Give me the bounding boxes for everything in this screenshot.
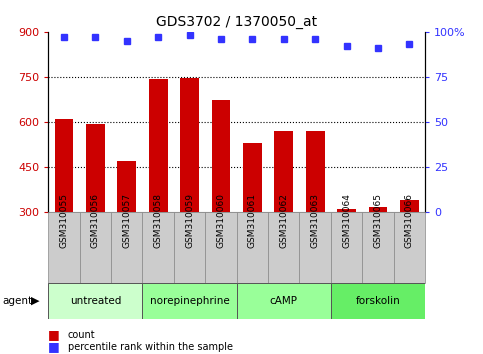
Bar (362, 212, 394, 283)
Bar (142, 283, 237, 319)
Bar (86, 124, 105, 212)
Text: forskolin: forskolin (355, 296, 400, 306)
Text: GSM310057: GSM310057 (122, 193, 131, 248)
Text: GSM310065: GSM310065 (373, 193, 383, 248)
Text: GSM310055: GSM310055 (59, 193, 69, 248)
Text: count: count (68, 330, 95, 339)
Bar (274, 131, 293, 212)
Bar (337, 210, 356, 212)
Bar (111, 212, 142, 283)
Bar (299, 212, 331, 283)
Bar (331, 212, 362, 283)
Bar (394, 212, 425, 283)
Bar (331, 283, 425, 319)
Bar (55, 119, 73, 212)
Text: ■: ■ (48, 328, 60, 341)
Bar (48, 212, 80, 283)
Text: ■: ■ (48, 341, 60, 353)
Bar (306, 131, 325, 212)
Bar (149, 79, 168, 212)
Text: cAMP: cAMP (270, 296, 298, 306)
Text: GSM310064: GSM310064 (342, 193, 351, 248)
Bar (117, 161, 136, 212)
Text: GSM310066: GSM310066 (405, 193, 414, 248)
Bar (237, 283, 331, 319)
Text: GSM310059: GSM310059 (185, 193, 194, 248)
Bar (48, 283, 142, 319)
Text: untreated: untreated (70, 296, 121, 306)
Bar (174, 212, 205, 283)
Text: agent: agent (2, 296, 32, 306)
Bar (180, 78, 199, 212)
Text: GSM310063: GSM310063 (311, 193, 320, 248)
Bar (369, 207, 387, 212)
Bar (400, 200, 419, 212)
Bar (212, 99, 230, 212)
Text: GSM310062: GSM310062 (279, 193, 288, 248)
Text: GSM310058: GSM310058 (154, 193, 163, 248)
Bar (205, 212, 237, 283)
Title: GDS3702 / 1370050_at: GDS3702 / 1370050_at (156, 16, 317, 29)
Bar (237, 212, 268, 283)
Bar (268, 212, 299, 283)
Text: GSM310061: GSM310061 (248, 193, 257, 248)
Bar (243, 143, 262, 212)
Bar (80, 212, 111, 283)
Text: percentile rank within the sample: percentile rank within the sample (68, 342, 233, 352)
Text: GSM310060: GSM310060 (216, 193, 226, 248)
Text: norepinephrine: norepinephrine (150, 296, 229, 306)
Text: ▶: ▶ (31, 296, 40, 306)
Bar (142, 212, 174, 283)
Text: GSM310056: GSM310056 (91, 193, 100, 248)
